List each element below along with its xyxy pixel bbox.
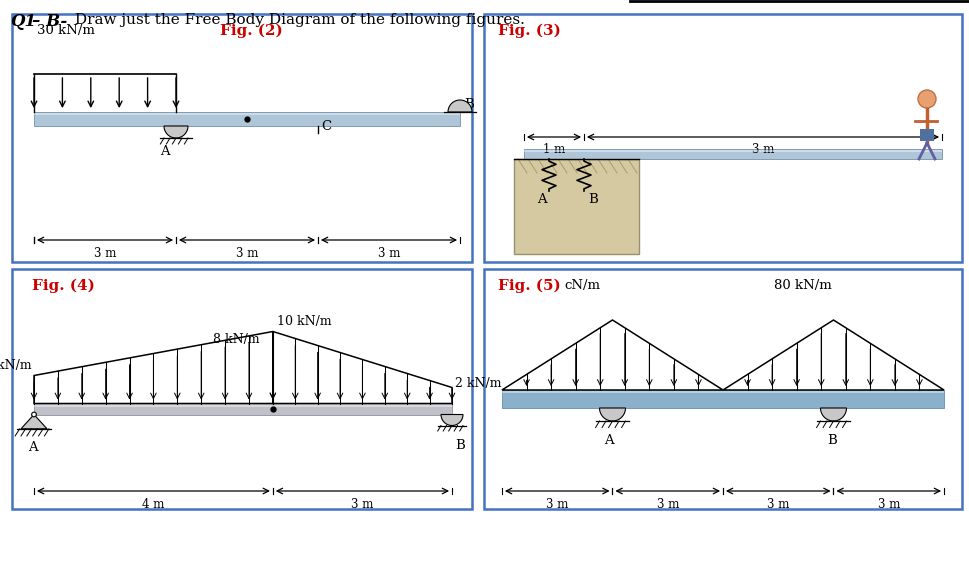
Text: Draw just the Free Body Diagram of the following figures.: Draw just the Free Body Diagram of the f…: [70, 13, 525, 27]
Text: Fig. (3): Fig. (3): [498, 24, 561, 38]
FancyBboxPatch shape: [920, 129, 934, 141]
FancyBboxPatch shape: [34, 112, 460, 115]
Polygon shape: [600, 408, 626, 421]
Text: 3 m: 3 m: [878, 498, 900, 511]
Text: 3 m: 3 m: [767, 498, 790, 511]
Polygon shape: [821, 408, 847, 421]
Text: A: A: [160, 145, 170, 158]
Text: B: B: [455, 439, 465, 452]
Text: 3 m: 3 m: [235, 247, 258, 260]
Polygon shape: [21, 415, 47, 429]
FancyBboxPatch shape: [524, 149, 942, 152]
FancyBboxPatch shape: [12, 14, 472, 262]
Text: 30 kN/m: 30 kN/m: [37, 24, 95, 37]
Text: 3 m: 3 m: [351, 498, 374, 511]
Text: Fig. (5): Fig. (5): [498, 279, 561, 293]
Text: 80 kN/m: 80 kN/m: [774, 279, 831, 292]
Text: 3 m: 3 m: [94, 247, 116, 260]
Circle shape: [32, 412, 37, 417]
Text: 3 m: 3 m: [547, 498, 569, 511]
Text: Q1: Q1: [10, 13, 36, 30]
Text: A: A: [605, 434, 614, 447]
Text: 10 kN/m: 10 kN/m: [277, 315, 331, 328]
FancyBboxPatch shape: [484, 14, 962, 262]
FancyBboxPatch shape: [34, 404, 452, 407]
Text: 1 m: 1 m: [543, 143, 565, 156]
Text: 8 kN/m: 8 kN/m: [213, 333, 260, 346]
Polygon shape: [164, 126, 188, 138]
Text: 3 m: 3 m: [752, 143, 774, 156]
FancyBboxPatch shape: [12, 269, 472, 509]
Text: A: A: [537, 193, 547, 206]
Circle shape: [918, 90, 936, 108]
FancyBboxPatch shape: [502, 390, 944, 393]
FancyBboxPatch shape: [524, 149, 942, 159]
FancyBboxPatch shape: [502, 390, 944, 408]
Polygon shape: [441, 415, 463, 425]
FancyBboxPatch shape: [484, 269, 962, 509]
Polygon shape: [448, 100, 472, 112]
Text: B: B: [588, 193, 598, 206]
Text: 2 kN/m: 2 kN/m: [455, 377, 502, 390]
Text: – B-: – B-: [32, 13, 67, 30]
Text: 4 kN/m: 4 kN/m: [0, 359, 32, 372]
FancyBboxPatch shape: [34, 403, 452, 415]
Text: B: B: [828, 434, 837, 447]
Polygon shape: [514, 159, 639, 254]
Text: Fig. (2): Fig. (2): [220, 24, 283, 38]
Text: A: A: [28, 441, 38, 454]
Text: C: C: [321, 121, 331, 134]
Text: cN/m: cN/m: [564, 279, 600, 292]
Text: B: B: [464, 99, 474, 112]
FancyBboxPatch shape: [34, 112, 460, 126]
Text: 3 m: 3 m: [378, 247, 400, 260]
Text: Fig. (4): Fig. (4): [32, 279, 95, 293]
Text: 4 m: 4 m: [142, 498, 165, 511]
Text: 3 m: 3 m: [657, 498, 679, 511]
